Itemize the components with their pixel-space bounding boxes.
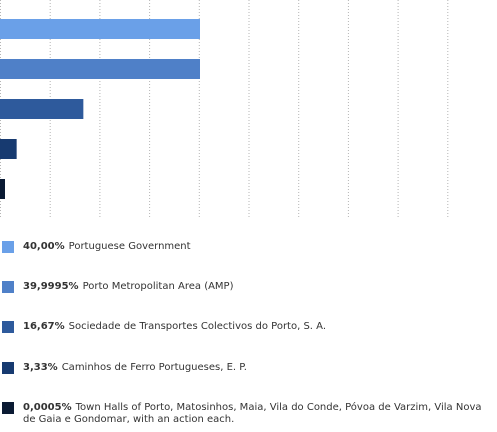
bar bbox=[0, 99, 84, 119]
legend-text: 40,00% Portuguese Government bbox=[23, 241, 487, 253]
legend-swatch bbox=[2, 281, 14, 293]
legend-swatch bbox=[2, 241, 14, 253]
legend-value: 40,00% bbox=[23, 241, 65, 252]
legend-label: Porto Metropolitan Area (AMP) bbox=[82, 281, 234, 292]
legend-label: Caminhos de Ferro Portugueses, E. P. bbox=[61, 362, 247, 373]
legend-label: Town Halls of Porto, Matosinhos, Maia, V… bbox=[23, 402, 482, 425]
legend-swatch bbox=[2, 362, 14, 374]
legend-value: 16,67% bbox=[23, 321, 65, 332]
legend-text: 16,67% Sociedade de Transportes Colectivo… bbox=[23, 321, 487, 333]
legend-value: 3,33% bbox=[23, 362, 58, 373]
bar-chart bbox=[0, 0, 449, 218]
bar bbox=[0, 139, 17, 159]
legend-label: Sociedade de Transportes Colectivos do P… bbox=[68, 321, 326, 332]
legend-swatch bbox=[2, 321, 14, 333]
legend-text: 3,33% Caminhos de Ferro Portugueses, E. P… bbox=[23, 362, 487, 374]
legend-text: 0,0005% Town Halls of Porto, Matosinhos, … bbox=[23, 402, 487, 426]
legend-value: 39,9995% bbox=[23, 281, 79, 292]
bar bbox=[0, 179, 5, 199]
legend-swatch bbox=[2, 402, 14, 414]
legend-label: Portuguese Government bbox=[68, 241, 191, 252]
legend-text: 39,9995% Porto Metropolitan Area (AMP) bbox=[23, 281, 487, 293]
bar bbox=[0, 19, 200, 39]
legend-value: 0,0005% bbox=[23, 402, 72, 413]
bar bbox=[0, 59, 200, 79]
